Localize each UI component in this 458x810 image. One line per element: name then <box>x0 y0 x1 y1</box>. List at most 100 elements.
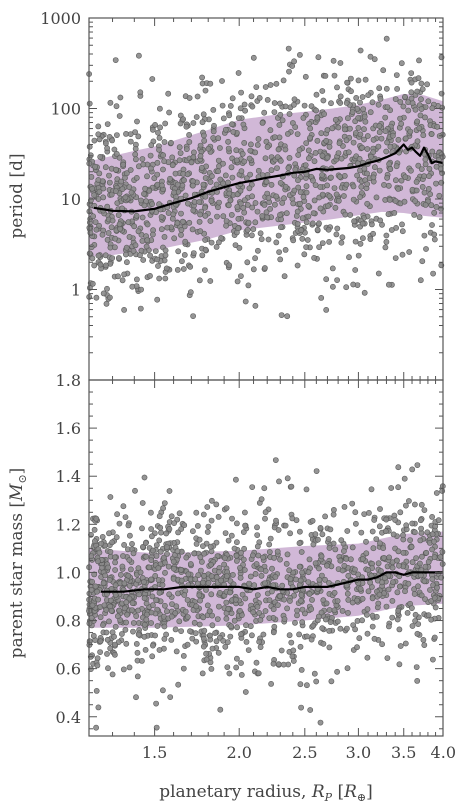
data-point <box>375 560 382 567</box>
data-point <box>89 602 96 609</box>
data-point <box>281 195 287 202</box>
data-point <box>364 654 371 661</box>
data-point <box>390 531 397 538</box>
star-mass-label-sun: ⊙ <box>16 474 29 483</box>
data-point <box>216 145 223 151</box>
data-point <box>376 123 383 129</box>
data-point <box>238 672 245 678</box>
data-point <box>91 571 98 578</box>
data-point <box>405 498 412 504</box>
data-point <box>235 215 242 222</box>
data-point <box>416 125 423 132</box>
data-point <box>345 149 352 156</box>
data-point <box>392 177 399 184</box>
data-point <box>149 201 155 207</box>
data-point <box>270 660 277 667</box>
data-point <box>158 226 165 233</box>
data-point <box>91 192 97 198</box>
data-point <box>408 89 415 96</box>
data-point <box>139 500 146 506</box>
data-point <box>334 618 341 625</box>
data-point <box>375 600 382 607</box>
data-point <box>205 145 212 152</box>
data-point <box>156 537 163 544</box>
data-point <box>268 681 274 687</box>
data-point <box>249 193 255 200</box>
data-point <box>159 687 166 694</box>
data-point <box>384 104 391 110</box>
data-point <box>86 100 93 107</box>
data-point <box>364 146 371 152</box>
data-point <box>212 630 218 636</box>
data-point <box>279 582 286 589</box>
data-point <box>394 86 400 92</box>
data-point <box>312 531 319 538</box>
data-point <box>296 52 303 58</box>
data-point <box>284 475 291 482</box>
data-point <box>347 75 354 82</box>
data-point <box>109 539 115 546</box>
data-point <box>422 114 428 121</box>
data-point <box>213 638 220 645</box>
data-point <box>167 175 173 182</box>
data-point <box>311 254 317 261</box>
data-point <box>250 226 257 233</box>
data-point <box>426 165 433 172</box>
data-point <box>93 515 100 522</box>
data-point <box>262 509 269 516</box>
data-point <box>281 596 288 603</box>
data-point <box>251 582 258 589</box>
data-point <box>418 525 424 532</box>
data-point <box>395 607 402 614</box>
data-point <box>288 639 295 646</box>
data-point <box>434 123 441 130</box>
data-point <box>95 252 102 259</box>
data-point <box>315 613 322 620</box>
data-point <box>194 523 201 529</box>
data-point <box>299 235 306 242</box>
data-point <box>170 565 177 572</box>
data-point <box>237 200 244 207</box>
data-point <box>88 615 95 621</box>
data-point <box>264 214 271 221</box>
data-point <box>149 126 156 133</box>
data-point <box>273 517 279 524</box>
data-point <box>221 555 228 561</box>
data-point <box>304 633 310 640</box>
data-point <box>247 623 254 630</box>
data-point <box>244 201 251 208</box>
data-point <box>271 134 278 140</box>
data-point <box>344 590 351 597</box>
data-point <box>215 157 222 164</box>
data-point <box>148 620 154 626</box>
data-point <box>253 659 260 666</box>
data-point <box>424 529 431 536</box>
data-point <box>353 95 360 101</box>
data-point <box>248 632 255 639</box>
data-point <box>174 220 181 226</box>
data-point <box>149 547 156 554</box>
data-point <box>274 602 281 608</box>
data-point <box>288 483 295 490</box>
data-point <box>399 251 406 258</box>
data-point <box>148 533 155 540</box>
data-point <box>197 597 203 604</box>
data-point <box>177 120 184 127</box>
data-point <box>340 193 347 199</box>
data-point <box>116 221 123 228</box>
data-point <box>184 614 191 620</box>
data-point <box>371 164 378 171</box>
data-point <box>364 170 370 177</box>
period-points <box>86 35 446 320</box>
data-point <box>215 649 222 656</box>
data-point <box>303 189 310 196</box>
data-point <box>208 173 215 180</box>
data-point <box>232 242 239 248</box>
data-point <box>190 120 197 126</box>
data-point <box>223 599 230 606</box>
data-point <box>241 209 248 216</box>
data-point <box>138 658 145 664</box>
data-point <box>119 563 126 570</box>
data-point <box>405 580 412 587</box>
data-point <box>163 544 170 550</box>
